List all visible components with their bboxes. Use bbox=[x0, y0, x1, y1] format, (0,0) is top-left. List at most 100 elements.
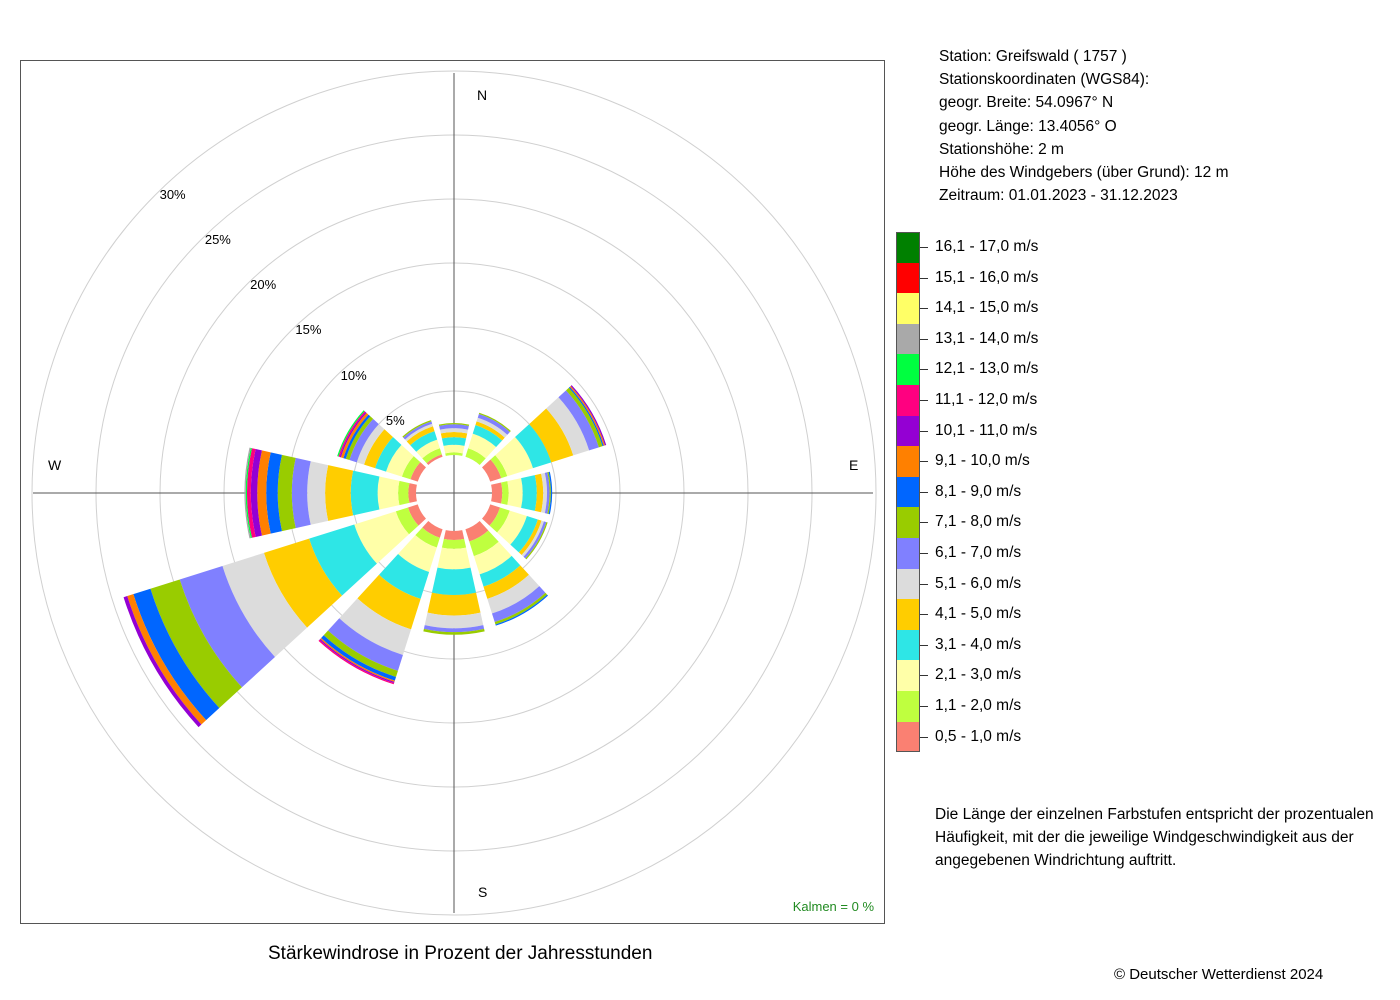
sector-E-class-5 bbox=[541, 472, 548, 514]
sector-210-class-7 bbox=[323, 630, 398, 677]
sector-N-class-6 bbox=[439, 424, 469, 430]
sector-W-class-9 bbox=[257, 450, 271, 536]
sector-W-class-8 bbox=[266, 452, 282, 534]
sector-S-class-7 bbox=[423, 628, 485, 635]
sector-240-class-8 bbox=[133, 588, 220, 721]
sector-330-class-0 bbox=[426, 454, 443, 465]
sector-N-class-2 bbox=[443, 444, 465, 454]
ring-label-15: 15% bbox=[295, 322, 322, 338]
sector-60-class-7 bbox=[566, 387, 603, 448]
sector-S-class-1 bbox=[441, 538, 467, 549]
legend-tick bbox=[920, 614, 928, 616]
sector-120-class-5 bbox=[521, 520, 544, 557]
legend-swatch bbox=[896, 507, 920, 538]
sector-300-class-8 bbox=[343, 414, 371, 459]
legend-tick bbox=[920, 491, 928, 493]
station-name-line: Station: Greifswald ( 1757 ) bbox=[939, 48, 1127, 65]
legend-tick bbox=[920, 247, 928, 248]
chart-title: Stärkewindrose in Prozent der Jahresstun… bbox=[268, 943, 653, 964]
sector-S-class-6 bbox=[423, 625, 485, 633]
station-elevation: Stationshöhe: 2 m bbox=[939, 140, 1064, 158]
cardinal-east-label: E bbox=[849, 457, 859, 473]
sector-120-class-3 bbox=[510, 515, 538, 553]
cardinal-north-label: N bbox=[477, 87, 488, 103]
sector-240-class-3 bbox=[309, 524, 377, 596]
sector-300-class-5 bbox=[356, 424, 385, 465]
sector-E-class-8 bbox=[548, 471, 553, 515]
calm-percentage-label: Kalmen = 0 % bbox=[792, 899, 874, 914]
sector-330-class-1 bbox=[422, 448, 442, 464]
sector-N-class-5 bbox=[439, 428, 469, 434]
legend-swatch bbox=[896, 354, 920, 385]
legend-label: 10,1 - 11,0 m/s bbox=[935, 421, 1038, 439]
sector-S-class-4 bbox=[427, 592, 481, 616]
legend-label: 1,1 - 2,0 m/s bbox=[935, 696, 1022, 714]
legend-tick bbox=[920, 522, 928, 524]
sector-W-class-1 bbox=[398, 480, 410, 506]
legend-label: 16,1 - 17,0 m/s bbox=[935, 238, 1039, 255]
sector-210-class-1 bbox=[415, 527, 440, 548]
sector-300-class-12 bbox=[337, 410, 365, 457]
grid-ring-30 bbox=[31, 70, 877, 916]
sector-150-class-6 bbox=[491, 586, 546, 623]
ring-label-5: 5% bbox=[385, 412, 405, 428]
sector-150-class-1 bbox=[469, 530, 499, 557]
sector-150-class-2 bbox=[473, 541, 512, 575]
legend-swatch bbox=[896, 446, 920, 477]
sector-N-class-4 bbox=[440, 431, 468, 439]
ring-label-20: 20% bbox=[250, 277, 277, 293]
sector-150-class-0 bbox=[465, 521, 489, 542]
sector-60-class-1 bbox=[490, 455, 508, 479]
sector-E-class-3 bbox=[521, 475, 537, 511]
windrose-chart bbox=[31, 70, 877, 916]
sector-W-class-6 bbox=[291, 457, 311, 529]
sector-300-class-4 bbox=[364, 429, 393, 469]
legend-tick bbox=[920, 369, 928, 371]
sector-60-class-2 bbox=[495, 437, 533, 477]
legend-swatch bbox=[896, 721, 920, 753]
ring-label-10: 10% bbox=[340, 367, 367, 383]
legend-label: 14,1 - 15,0 m/s bbox=[935, 299, 1039, 317]
sector-150-class-7 bbox=[494, 592, 548, 625]
legend-tick bbox=[920, 583, 928, 585]
sector-300-class-7 bbox=[345, 416, 374, 461]
sector-210-class-8 bbox=[321, 635, 396, 681]
sector-W-class-4 bbox=[325, 465, 354, 521]
legend-label: 6,1 - 7,0 m/s bbox=[935, 543, 1022, 561]
sector-W-class-11 bbox=[247, 448, 256, 538]
sector-E-class-0 bbox=[491, 482, 503, 504]
legend-label: 8,1 - 9,0 m/s bbox=[935, 482, 1022, 500]
legend-tick bbox=[920, 461, 928, 463]
sector-330-class-2 bbox=[416, 439, 440, 459]
ring-label-25: 25% bbox=[204, 231, 231, 247]
sector-120-class-4 bbox=[518, 519, 542, 555]
sector-30-class-7 bbox=[478, 412, 511, 432]
legend-tick bbox=[920, 675, 928, 677]
sector-300-class-2 bbox=[386, 444, 414, 477]
sector-W-class-2 bbox=[377, 476, 400, 510]
station-info-block: Station: Greifswald ( 1757 ) Stationskoo… bbox=[939, 45, 1228, 207]
cardinal-west-label: W bbox=[48, 457, 62, 473]
sector-W-class-7 bbox=[277, 454, 296, 532]
legend-swatch bbox=[896, 323, 920, 355]
sector-30-class-4 bbox=[475, 421, 505, 441]
legend-tick bbox=[920, 736, 928, 738]
cardinal-south-label: S bbox=[478, 884, 488, 900]
legend-label: 13,1 - 14,0 m/s bbox=[935, 329, 1039, 347]
sector-300-class-11 bbox=[338, 411, 366, 457]
legend-swatch bbox=[896, 476, 920, 508]
sector-N-class-1 bbox=[445, 452, 463, 456]
legend-explanation-note: Die Länge der einzelnen Farbstufen entsp… bbox=[935, 806, 1374, 870]
legend-swatch bbox=[896, 384, 920, 416]
sector-W-class-5 bbox=[307, 461, 329, 525]
legend-swatch bbox=[896, 293, 920, 324]
legend-label: 15,1 - 16,0 m/s bbox=[935, 268, 1039, 286]
legend-swatch bbox=[896, 232, 920, 263]
sector-300-class-6 bbox=[349, 418, 379, 463]
station-longitude: geogr. Länge: 13.4056° O bbox=[939, 117, 1117, 135]
sector-W-class-13 bbox=[244, 447, 251, 539]
copyright-notice: © Deutscher Wetterdienst 2024 bbox=[1114, 966, 1324, 983]
sector-120-class-6 bbox=[523, 521, 547, 559]
sector-30-class-3 bbox=[472, 425, 503, 448]
sector-150-class-3 bbox=[479, 555, 521, 587]
